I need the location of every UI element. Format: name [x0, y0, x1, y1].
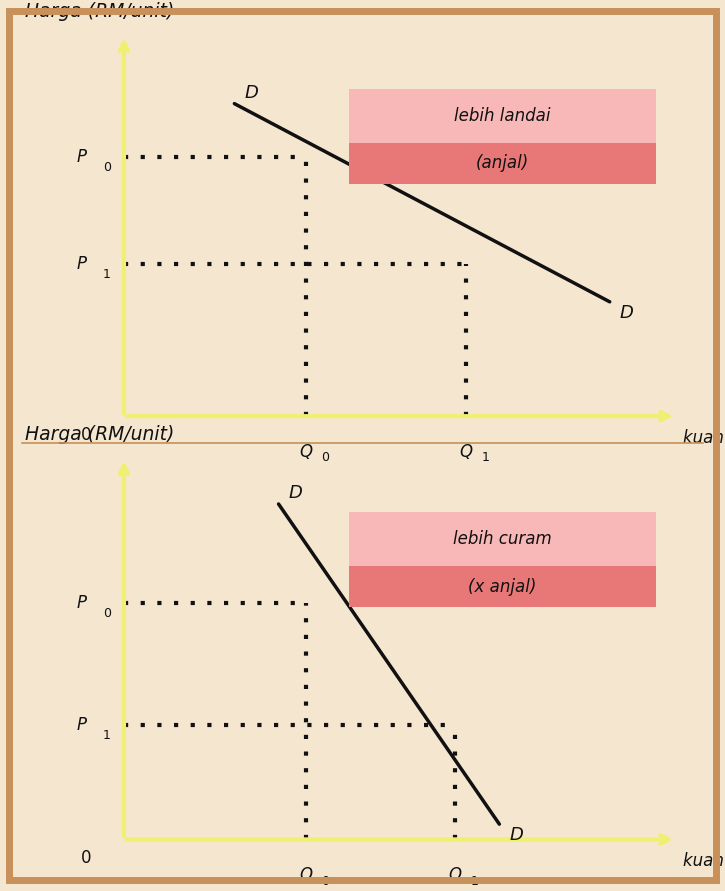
- Text: D: D: [244, 84, 259, 102]
- Text: (x anjal): (x anjal): [468, 577, 536, 596]
- Text: D: D: [289, 484, 302, 502]
- Text: P: P: [77, 255, 86, 273]
- Text: Q: Q: [460, 443, 473, 462]
- Text: 0: 0: [321, 875, 329, 887]
- Bar: [349, 143, 655, 184]
- Text: P: P: [77, 716, 86, 734]
- Text: 0: 0: [321, 452, 329, 464]
- Text: Harga (RM/unit): Harga (RM/unit): [25, 425, 175, 444]
- Text: 0: 0: [103, 161, 111, 174]
- Text: 0: 0: [81, 426, 92, 444]
- Text: D: D: [510, 826, 523, 845]
- Text: D: D: [620, 304, 634, 322]
- Bar: [349, 89, 655, 143]
- Text: kuantiti (unit): kuantiti (unit): [683, 852, 725, 870]
- Text: 0: 0: [81, 849, 92, 867]
- Text: P: P: [77, 594, 86, 612]
- Text: P: P: [77, 148, 86, 166]
- Text: 1: 1: [103, 729, 111, 742]
- Text: kuantiti (unit): kuantiti (unit): [683, 429, 725, 446]
- Bar: [349, 512, 655, 566]
- Text: 1: 1: [471, 875, 479, 887]
- Text: lebih landai: lebih landai: [454, 107, 550, 125]
- Text: 1: 1: [103, 267, 111, 281]
- Text: 1: 1: [481, 452, 489, 464]
- Text: 0: 0: [103, 607, 111, 620]
- Text: lebih curam: lebih curam: [453, 530, 552, 548]
- Text: Q: Q: [449, 866, 462, 885]
- Text: (anjal): (anjal): [476, 154, 529, 173]
- Text: Q: Q: [299, 866, 312, 885]
- Bar: [349, 566, 655, 608]
- Text: Harga (RM/unit): Harga (RM/unit): [25, 2, 175, 20]
- Text: Q: Q: [299, 443, 312, 462]
